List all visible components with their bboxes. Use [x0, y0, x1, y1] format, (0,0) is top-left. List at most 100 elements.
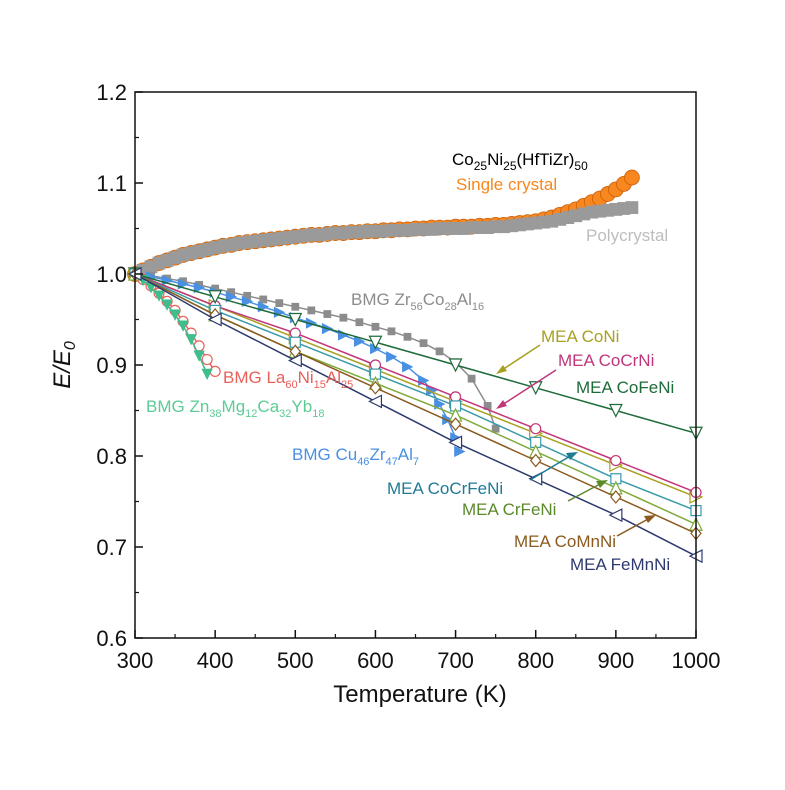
data-point — [529, 453, 542, 468]
arrow-mea-coni — [501, 344, 541, 371]
y-axis-title-main: E/E — [49, 349, 76, 389]
series-line — [134, 273, 697, 435]
data-point — [491, 424, 500, 433]
arrow-mea-cocrfeni — [529, 454, 573, 481]
y-tick-label: 0.8 — [96, 444, 127, 469]
x-tick-label: 900 — [597, 648, 634, 673]
arrow-head-mea-coni — [496, 365, 507, 374]
data-point — [161, 299, 173, 311]
ticks-layer — [134, 91, 697, 639]
y-tick-label: 0.6 — [96, 626, 127, 651]
arrow-mea-comnni — [616, 517, 651, 537]
x-tick-label: 400 — [197, 648, 234, 673]
data-point — [353, 335, 366, 347]
data-point — [209, 365, 221, 377]
data-point — [449, 417, 462, 432]
data-point — [454, 445, 466, 458]
data-point — [289, 327, 301, 339]
x-tick-label: 800 — [517, 648, 554, 673]
data-point — [339, 313, 348, 322]
data-point — [371, 322, 380, 331]
annotation-mea-coni: MEA CoNi — [541, 327, 619, 346]
arrow-head-mea-cocrfeni — [566, 452, 578, 460]
arrow-mea-cocrni — [501, 369, 557, 406]
y-axis-title: E/E0 — [49, 341, 79, 389]
annotation-title-main: Co25Ni25(HfTiZr)50 — [452, 150, 588, 173]
data-point — [169, 309, 181, 321]
data-point — [193, 350, 205, 362]
data-point — [201, 368, 213, 380]
x-tick-label: 300 — [117, 648, 154, 673]
data-point — [288, 312, 303, 327]
data-point — [355, 318, 364, 327]
data-point — [259, 295, 268, 304]
series-polycrystal — [128, 201, 639, 281]
data-point — [369, 359, 382, 371]
annotation-mea-cocrfeni: MEA CoCrFeNi — [387, 479, 503, 498]
data-point — [275, 299, 284, 308]
data-point — [177, 320, 189, 332]
data-point — [402, 361, 414, 373]
annotation-bmg-la: BMG La60Ni15Al25 — [223, 368, 353, 391]
series-line — [134, 273, 697, 494]
data-point — [225, 291, 238, 303]
x-axis-title: Temperature (K) — [333, 681, 506, 708]
y-tick-label: 1.2 — [96, 80, 127, 105]
data-point — [201, 353, 213, 366]
data-point — [610, 454, 622, 467]
annotation-mea-cofeni: MEA CoFeNi — [576, 378, 674, 397]
tick-labels-layer: 300 400 500 600 700 800 900 1000 0.6 0.7 0.8 0.9 1.0… — [96, 80, 720, 673]
x-tick-label: 1000 — [672, 648, 721, 673]
arrow-head-mea-cocrni — [496, 400, 507, 409]
data-point — [435, 347, 444, 356]
data-point — [608, 403, 623, 418]
data-point — [608, 508, 623, 523]
data-point — [530, 423, 542, 435]
y-axis-title-sub: 0 — [62, 341, 79, 350]
series-line — [134, 273, 697, 535]
annotation-mea-cocrni: MEA CoCrNi — [558, 351, 654, 370]
x-tick-label: 600 — [357, 648, 394, 673]
y-tick-label: 0.9 — [96, 353, 127, 378]
annotation-bmg-zr: BMG Zr56Co28Al16 — [351, 290, 484, 313]
data-point — [386, 351, 398, 363]
arrow-mea-crfeni — [567, 482, 603, 502]
series-layer — [127, 169, 704, 564]
annotation-mea-comnni: MEA CoMnNi — [514, 532, 616, 551]
annotation-bmg-cu: BMG Cu46Zr47Al7 — [292, 445, 419, 468]
data-point — [442, 413, 454, 426]
data-point — [368, 335, 383, 350]
data-point — [369, 380, 382, 395]
data-point — [241, 295, 254, 307]
annotation-bmg-zn: BMG Zn38Mg12Ca32Yb18 — [146, 397, 324, 420]
series-line — [134, 273, 697, 512]
data-point — [368, 394, 383, 409]
annotation-polycrystal: Polycrystal — [586, 226, 668, 245]
data-point — [387, 327, 396, 336]
x-tick-label: 500 — [277, 648, 314, 673]
data-point — [419, 339, 428, 348]
data-point — [467, 374, 476, 383]
data-point — [287, 353, 302, 368]
data-point — [448, 358, 463, 373]
data-point — [623, 169, 640, 186]
data-point — [625, 201, 639, 214]
data-point — [610, 490, 622, 504]
data-point — [323, 310, 332, 318]
data-point — [153, 290, 165, 302]
annotation-single-crystal: Single crystal — [456, 175, 557, 194]
y-tick-label: 1.0 — [96, 262, 127, 287]
data-point — [434, 398, 446, 410]
y-tick-label: 0.7 — [96, 535, 127, 560]
annotation-mea-femnni: MEA FeMnNi — [570, 555, 670, 574]
y-tick-label: 1.1 — [96, 171, 127, 196]
data-point — [291, 302, 300, 311]
data-point — [307, 306, 316, 315]
data-point — [193, 282, 206, 294]
annotation-mea-crfeni: MEA CrFeNi — [462, 500, 556, 519]
data-point — [448, 435, 463, 450]
series-line — [134, 273, 697, 557]
x-tick-label: 700 — [437, 648, 474, 673]
